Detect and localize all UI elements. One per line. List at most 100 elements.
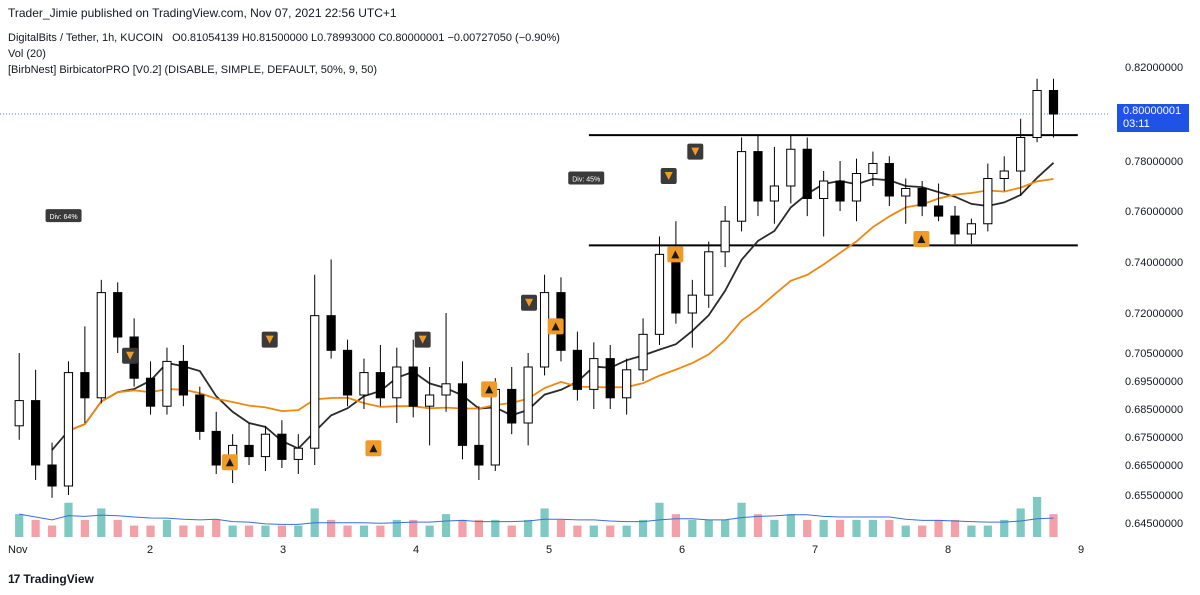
candle-body [720, 220, 730, 253]
candle-body [786, 148, 796, 187]
ohlc-high: H0.81500000 [241, 32, 308, 44]
candle-body [359, 372, 369, 396]
volume-bar [343, 525, 352, 537]
candle-body [326, 315, 336, 351]
volume-bar [622, 525, 631, 537]
down-arrow-icon [525, 298, 534, 307]
brand-name: TradingView [23, 572, 94, 586]
bar-countdown: 03:11 [1123, 118, 1150, 130]
candle-body [342, 349, 353, 396]
candle-body [425, 394, 435, 407]
tradingview-logo-icon: 17 [8, 572, 20, 586]
price-tick-label: 0.72000000 [1125, 308, 1183, 320]
volume-bar [918, 525, 927, 537]
candle-body [704, 251, 714, 296]
price-tick-label: 0.66500000 [1125, 460, 1183, 472]
candle-body [31, 400, 41, 466]
candle-body [884, 163, 894, 197]
ohlc-close: C0.80000001 [378, 32, 445, 44]
candle-body [819, 180, 829, 199]
price-tick-label: 0.68500000 [1125, 404, 1183, 416]
candle-body [178, 360, 188, 396]
candle-body [983, 178, 993, 225]
price-axis[interactable]: 0.82000000 0.78000000 0.76000000 0.74000000… [1125, 62, 1183, 530]
volume-bar [803, 519, 812, 537]
volume-bar [277, 525, 286, 537]
volume-ma-line [19, 513, 1054, 525]
candle-body [589, 358, 599, 390]
fast-ma-line [68, 178, 1054, 432]
volume-bar [146, 525, 155, 537]
volume-bar [770, 519, 779, 537]
price-tick-label: 0.69500000 [1125, 376, 1183, 388]
volume-bar [573, 525, 582, 537]
candle-body [736, 151, 747, 222]
divergence-label-text: Div: 45% [572, 177, 600, 184]
candle-body [260, 433, 271, 458]
volume-bar [474, 519, 483, 537]
up-arrow-icon [917, 235, 926, 244]
volume-bar [409, 519, 418, 537]
symbol-legend: DigitalBits / Tether, 1h, KUCOIN O0.8105… [8, 32, 560, 44]
volume-bar [704, 519, 713, 537]
candle-body [835, 180, 845, 202]
volume-bar [15, 514, 24, 537]
candle-body [293, 447, 303, 460]
volume-bar [64, 502, 73, 537]
volume-bar [507, 525, 516, 537]
time-tick-label: 5 [546, 544, 552, 556]
candle-body [490, 388, 500, 466]
tradingview-brand[interactable]: 17 TradingView [8, 572, 94, 586]
volume-bar [934, 519, 943, 537]
time-tick-label: 7 [812, 544, 818, 556]
divergence-label-box [45, 209, 82, 223]
candle-body [638, 333, 648, 371]
indicator-legend[interactable]: [BirbNest] BirbicatorPRO [V0.2] (DISABLE… [8, 64, 378, 76]
divergence-label-text: Div: 64% [50, 214, 78, 221]
volume-legend[interactable]: Vol (20) [8, 48, 46, 60]
candle-body [917, 188, 927, 207]
candle-body [47, 464, 57, 487]
candle-body [14, 400, 24, 427]
publish-info: Trader_Jimie published on TradingView.co… [8, 6, 397, 20]
time-tick-label: 8 [945, 544, 951, 556]
down-arrow-icon [418, 335, 427, 344]
volume-bar [228, 525, 237, 537]
candle-body [622, 369, 632, 399]
candle-body [687, 294, 697, 314]
candle-body [244, 444, 254, 458]
volume-bar [359, 525, 369, 537]
ohlc-low: L0.78993000 [311, 32, 376, 44]
volume-bar [885, 519, 894, 537]
price-tick-label: 0.70500000 [1125, 348, 1183, 360]
volume-bar [852, 519, 861, 537]
volume-bar [491, 519, 500, 537]
candle-body [966, 223, 977, 235]
candle-body [145, 377, 156, 407]
volume-bar [868, 519, 878, 537]
last-price-badge: 0.80000001 03:11 [1117, 104, 1189, 132]
volume-bar [540, 508, 549, 537]
candle-body [769, 185, 780, 202]
candle-body [950, 215, 960, 235]
candle-body [802, 148, 812, 199]
volume-bar [130, 525, 139, 537]
symbol-name[interactable]: DigitalBits / Tether, 1h, KUCOIN [8, 32, 164, 44]
volume-bar [179, 525, 188, 537]
time-tick-label: 4 [413, 544, 419, 556]
candle-body [901, 188, 911, 197]
volume-bar [835, 519, 845, 537]
volume-bar [47, 525, 57, 537]
up-arrow-icon [485, 385, 494, 394]
candle-body [277, 433, 287, 460]
time-axis[interactable]: Nov 2 3 4 5 6 7 8 9 [8, 544, 1084, 556]
candle-body [1048, 90, 1059, 115]
ohlc-open: O0.81054139 [172, 32, 239, 44]
volume-bar [1000, 519, 1009, 537]
price-tick-label: 0.82000000 [1125, 62, 1183, 74]
volume-bar [31, 519, 40, 537]
volume-bar [113, 519, 122, 537]
candle-body [375, 372, 385, 399]
candle-body [113, 292, 123, 338]
